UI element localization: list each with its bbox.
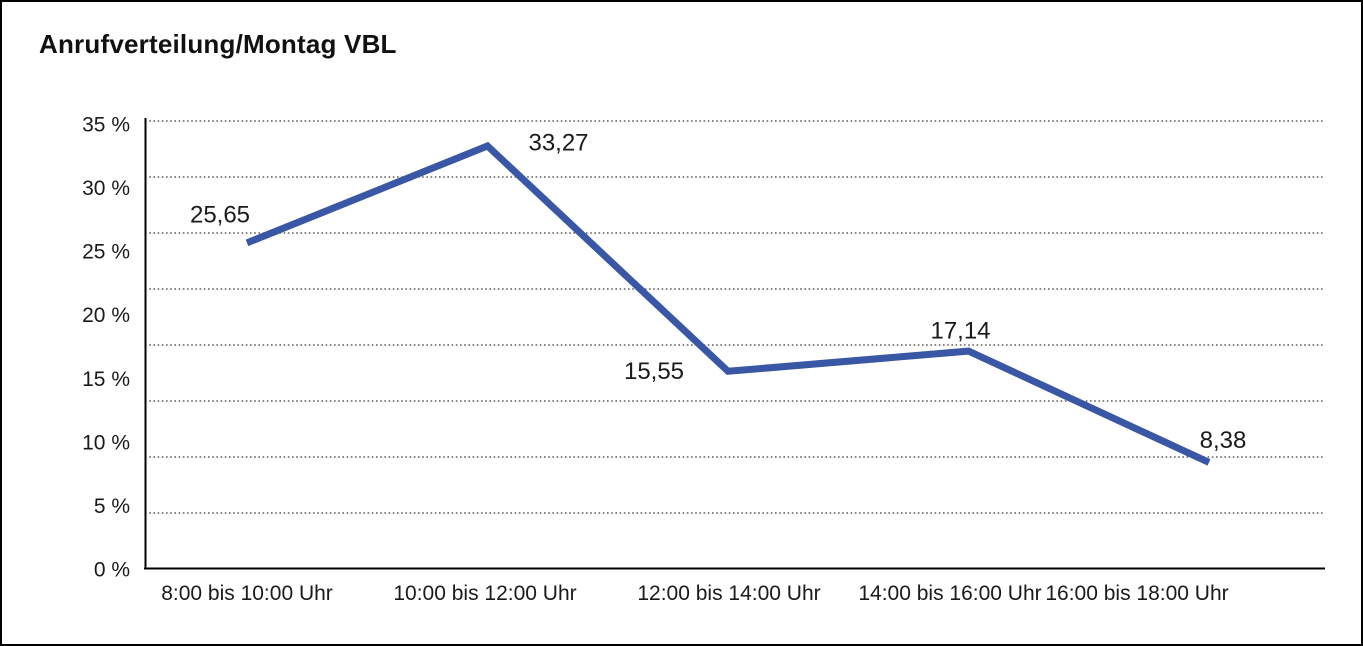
x-category-label: 12:00 bis 14:00 Uhr (637, 582, 820, 605)
data-point-value-label: 15,55 (624, 358, 684, 385)
chart-title: Anrufverteilung/Montag VBL (39, 29, 397, 59)
x-category-label: 10:00 bis 12:00 Uhr (393, 582, 576, 605)
x-category-label: 14:00 bis 16:00 Uhr (858, 582, 1041, 605)
data-point-value-label: 8,38 (1200, 427, 1247, 454)
y-tick-label: 20 % (82, 304, 130, 327)
data-series-line (245, 141, 1211, 466)
y-tick-label: 30 % (82, 177, 130, 200)
data-point-value-label: 17,14 (930, 318, 990, 345)
y-tick-label: 0 % (94, 559, 130, 582)
x-category-label: 8:00 bis 10:00 Uhr (161, 582, 333, 605)
x-category-label: 16:00 bis 18:00 Uhr (1045, 582, 1228, 605)
y-tick-label: 10 % (82, 431, 130, 454)
y-tick-label: 15 % (82, 368, 130, 391)
y-tick-label: 5 % (94, 495, 130, 518)
y-tick-label: 35 % (82, 114, 130, 137)
y-tick-label: 25 % (82, 241, 130, 264)
data-point-value-label: 25,65 (190, 201, 250, 228)
data-point-value-label: 33,27 (528, 129, 588, 156)
